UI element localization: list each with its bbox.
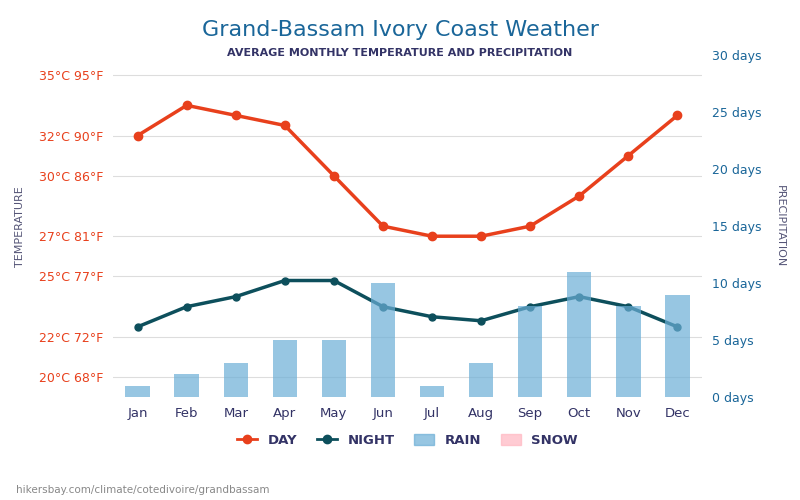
Bar — [616, 306, 641, 398]
Bar — [126, 386, 150, 398]
Y-axis label: PRECIPITATION: PRECIPITATION — [775, 185, 785, 268]
Text: hikersbay.com/climate/cotedivoire/grandbassam: hikersbay.com/climate/cotedivoire/grandb… — [16, 485, 270, 495]
Bar — [174, 374, 199, 398]
Bar — [370, 283, 395, 398]
Text: AVERAGE MONTHLY TEMPERATURE AND PRECIPITATION: AVERAGE MONTHLY TEMPERATURE AND PRECIPIT… — [227, 48, 573, 58]
Bar — [223, 363, 248, 398]
Bar — [518, 306, 542, 398]
Bar — [665, 294, 690, 398]
Bar — [322, 340, 346, 398]
Legend: DAY, NIGHT, RAIN, SNOW: DAY, NIGHT, RAIN, SNOW — [232, 428, 583, 452]
Y-axis label: TEMPERATURE: TEMPERATURE — [15, 186, 25, 266]
Bar — [420, 386, 444, 398]
Bar — [567, 272, 591, 398]
Text: Grand-Bassam Ivory Coast Weather: Grand-Bassam Ivory Coast Weather — [202, 20, 598, 40]
Bar — [469, 363, 494, 398]
Bar — [273, 340, 297, 398]
